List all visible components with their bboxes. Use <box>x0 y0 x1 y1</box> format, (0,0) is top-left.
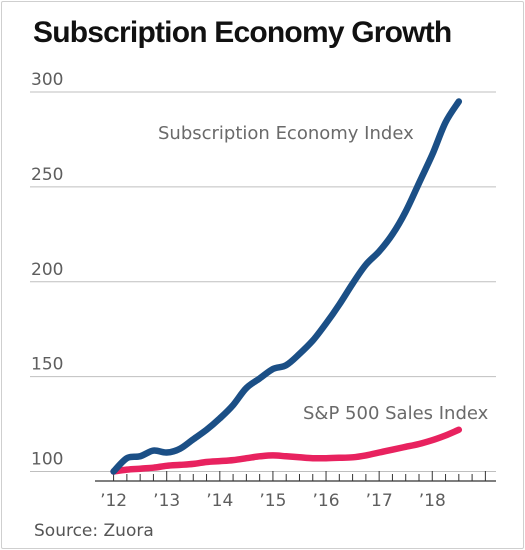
x-tick-label-2012: ’12 <box>100 491 127 511</box>
chart-title: Subscription Economy Growth <box>33 16 452 49</box>
x-tick-label-2015: ’15 <box>259 491 286 511</box>
y-tick-label-250: 250 <box>31 165 63 185</box>
y-tick-label-300: 300 <box>31 70 63 90</box>
series-line-s-p-500-sales-index <box>110 426 463 475</box>
y-tick-label-100: 100 <box>31 450 63 470</box>
x-axis: ’12 ’13 ’14 ’15 ’16 ’17 ’18 <box>95 471 496 511</box>
x-tick-label-2014: ’14 <box>206 491 233 511</box>
series-lines <box>110 98 463 475</box>
x-tick-label-2016: ’16 <box>313 491 340 511</box>
series-label-sp500: S&P 500 Sales Index <box>303 403 489 424</box>
y-tick-label-200: 200 <box>31 260 63 280</box>
source-note: Source: Zuora <box>34 521 154 541</box>
y-tick-label-150: 150 <box>31 355 63 375</box>
x-tick-label-2017: ’17 <box>366 491 393 511</box>
x-tick-label-2018: ’18 <box>419 491 446 511</box>
y-axis-tick-labels: 300 250 200 150 100 <box>31 70 63 470</box>
x-tick-label-2013: ’13 <box>153 491 180 511</box>
series-label-subscription: Subscription Economy Index <box>158 123 414 144</box>
series-line-subscription-economy-index <box>110 98 463 475</box>
